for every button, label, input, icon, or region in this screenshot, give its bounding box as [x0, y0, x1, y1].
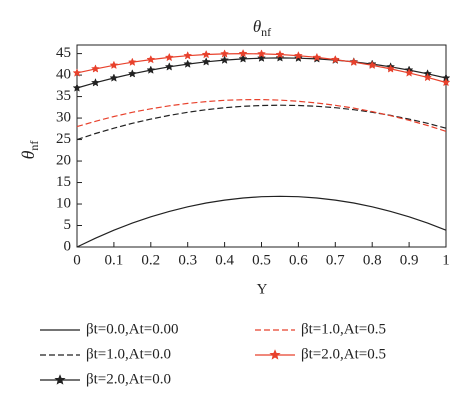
x-tick-label: 0.3 — [178, 252, 197, 268]
legend-marker — [269, 349, 281, 360]
star-marker — [201, 57, 211, 66]
y-tick-label: 45 — [56, 45, 71, 61]
x-tick-label: 0.7 — [326, 252, 345, 268]
title-subscript: nf — [261, 25, 271, 39]
y-tick-label: 30 — [56, 110, 71, 126]
y-tick-label: 5 — [64, 217, 72, 233]
y-label-symbol: θ — [18, 150, 38, 159]
star-marker — [330, 54, 340, 64]
star-marker — [238, 54, 248, 63]
star-marker — [164, 52, 174, 62]
y-tick-label: 10 — [56, 195, 71, 211]
legend-label: βt=0.0,At=0.00 — [86, 321, 178, 337]
star-marker — [423, 72, 433, 82]
star-marker — [220, 49, 230, 58]
star-marker — [90, 78, 100, 87]
legend-label: βt=1.0,At=0.0 — [86, 346, 171, 362]
series-line — [76, 195, 447, 248]
star-marker — [72, 68, 82, 77]
legend-label: βt=2.0,At=0.5 — [301, 346, 386, 362]
y-tick-label: 25 — [56, 131, 71, 147]
star-marker — [404, 68, 414, 77]
star-marker — [183, 51, 193, 60]
star-marker — [257, 49, 266, 58]
star-marker — [201, 49, 211, 59]
star-marker — [109, 60, 119, 70]
star-marker — [72, 83, 82, 92]
y-tick-label: 35 — [56, 88, 71, 104]
star-marker — [183, 59, 193, 68]
x-tick-label: 1 — [442, 252, 450, 268]
chart-title: θnf — [253, 17, 271, 39]
star-marker — [220, 55, 230, 64]
y-tick-label: 20 — [56, 152, 71, 168]
x-axis-label: Y — [257, 281, 268, 297]
x-tick-label: 0.9 — [400, 252, 419, 268]
star-marker — [146, 65, 156, 74]
y-tick-label: 40 — [56, 67, 71, 83]
title-symbol: θ — [253, 17, 261, 36]
x-tick-label: 0 — [73, 252, 81, 268]
star-marker — [164, 62, 174, 71]
star-marker — [109, 73, 119, 82]
x-tick-label: 0.1 — [105, 252, 124, 268]
star-marker — [127, 69, 137, 78]
series-line — [76, 104, 447, 141]
legend-label: βt=1.0,At=0.5 — [301, 321, 386, 337]
star-marker — [386, 64, 396, 73]
star-marker — [293, 51, 303, 60]
y-axis-label: θnf — [18, 141, 41, 160]
x-tick-label: 0.4 — [215, 252, 234, 268]
x-tick-label: 0.5 — [252, 252, 271, 268]
x-tick-label: 0.6 — [289, 252, 308, 268]
star-marker — [367, 60, 377, 70]
y-tick-label: 15 — [56, 174, 71, 190]
star-marker — [127, 57, 137, 66]
legend-label: βt=2.0,At=0.0 — [86, 371, 171, 387]
legend-marker — [54, 374, 66, 385]
star-marker — [293, 53, 303, 62]
series-line — [76, 98, 447, 132]
star-marker — [441, 77, 451, 87]
star-marker — [275, 49, 285, 59]
x-tick-label: 0.8 — [363, 252, 382, 268]
star-marker — [90, 64, 100, 73]
x-tick-label: 0.2 — [141, 252, 160, 268]
y-label-subscript: nf — [27, 141, 41, 151]
star-marker — [349, 57, 359, 66]
star-marker — [257, 53, 266, 62]
y-tick-label: 0 — [64, 238, 72, 254]
star-marker — [312, 52, 322, 62]
star-marker — [275, 53, 285, 62]
star-marker — [146, 54, 156, 64]
star-marker — [238, 48, 248, 58]
